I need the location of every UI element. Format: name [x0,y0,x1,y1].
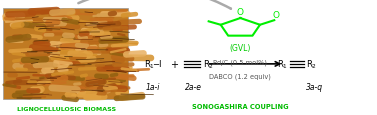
Text: R$_2$: R$_2$ [203,58,214,70]
Text: 3a-q: 3a-q [306,83,323,92]
Text: SONOGASHIRA COUPLING: SONOGASHIRA COUPLING [192,103,289,109]
Text: R$_2$: R$_2$ [306,58,317,70]
FancyArrowPatch shape [78,0,231,10]
Text: 1a-i: 1a-i [146,83,160,92]
Bar [3,9,129,100]
Text: (GVL): (GVL) [230,43,251,52]
Text: DABCO (1.2 equiv): DABCO (1.2 equiv) [209,73,271,79]
Text: R$_1$: R$_1$ [277,58,288,70]
Text: 2a-e: 2a-e [185,83,202,92]
Text: Pd/C (0.5 mol%): Pd/C (0.5 mol%) [213,59,267,66]
Text: O: O [273,11,280,20]
Text: O: O [237,8,244,17]
Text: R$_1$─I: R$_1$─I [144,58,162,70]
Text: LIGNOCELLULOSIC BIOMASS: LIGNOCELLULOSIC BIOMASS [17,106,116,111]
Text: +: + [170,59,178,69]
